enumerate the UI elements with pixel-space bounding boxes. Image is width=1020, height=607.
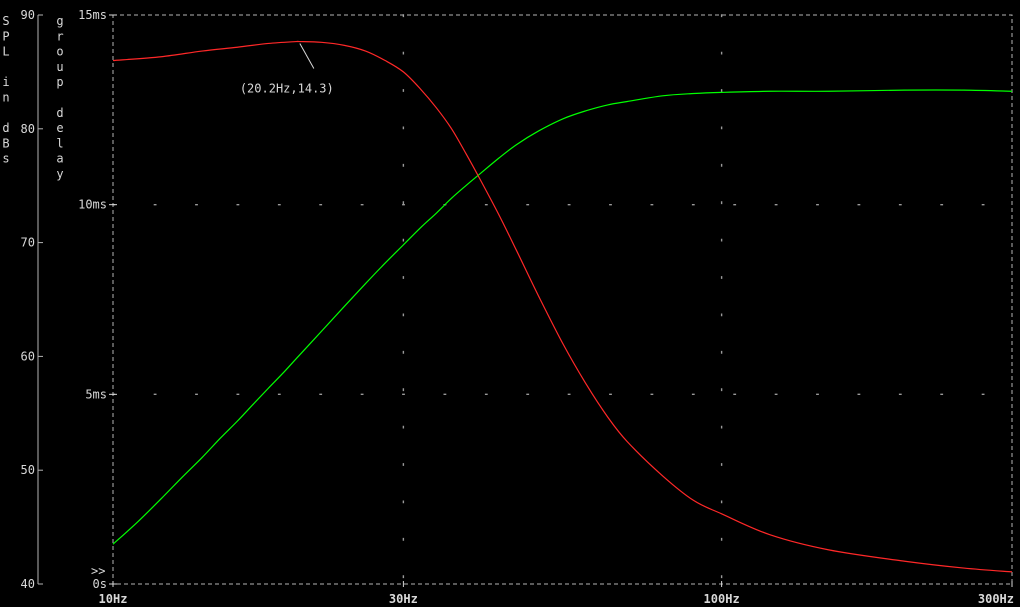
annotation-leader	[299, 43, 315, 69]
annotation-label: (20.2Hz,14.3)	[240, 82, 334, 96]
delay-tick-label: 10ms	[78, 198, 107, 212]
delay-axis-title-char: y	[56, 167, 63, 181]
spl-curve	[112, 89, 1013, 545]
delay-axis-title-char: p	[56, 75, 63, 89]
spl-axis-title-char: L	[2, 45, 9, 59]
series-group	[112, 40, 1013, 573]
x-tick-label: 100Hz	[704, 592, 740, 606]
delay-axis-title-char: a	[56, 152, 63, 166]
spl-axis-title-char: S	[2, 14, 9, 28]
x-tick-label: 300Hz	[978, 592, 1014, 606]
delay-axis-title-char: r	[56, 29, 63, 43]
delay-axis-title-char: d	[56, 106, 63, 120]
spl-axis-title-char: d	[2, 121, 9, 135]
spl-tick-label: 90	[21, 8, 35, 22]
delay-tick-label: 0s	[93, 577, 107, 591]
spl-axis-title-char: B	[2, 136, 9, 150]
axis-marker: >>	[91, 564, 105, 578]
delay-axis-title-char: o	[56, 45, 63, 59]
plot-border	[112, 14, 1013, 585]
spl-tick-label: 50	[21, 463, 35, 477]
spl-tick-label: 80	[21, 122, 35, 136]
spl-tick-label: 70	[21, 236, 35, 250]
delay-axis-title-char: u	[56, 60, 63, 74]
delay-axis-title-char: g	[56, 14, 63, 28]
spl-axis-title-char: i	[2, 75, 9, 89]
x-tick-label: 30Hz	[389, 592, 418, 606]
delay-axis-title-char: e	[56, 121, 63, 135]
group-delay-curve	[112, 40, 1013, 573]
delay-tick-label: 15ms	[78, 8, 107, 22]
spl-tick-label: 60	[21, 349, 35, 363]
spl-axis-title-char: n	[2, 91, 9, 105]
plot-frame	[37, 14, 1013, 587]
spl-axis-title-char: P	[2, 29, 9, 43]
delay-tick-label: 5ms	[85, 387, 107, 401]
spl-axis-title-char: s	[2, 152, 9, 166]
spl-tick-label: 40	[21, 577, 35, 591]
delay-axis-title-char: l	[56, 136, 63, 150]
x-tick-label: 10Hz	[99, 592, 128, 606]
